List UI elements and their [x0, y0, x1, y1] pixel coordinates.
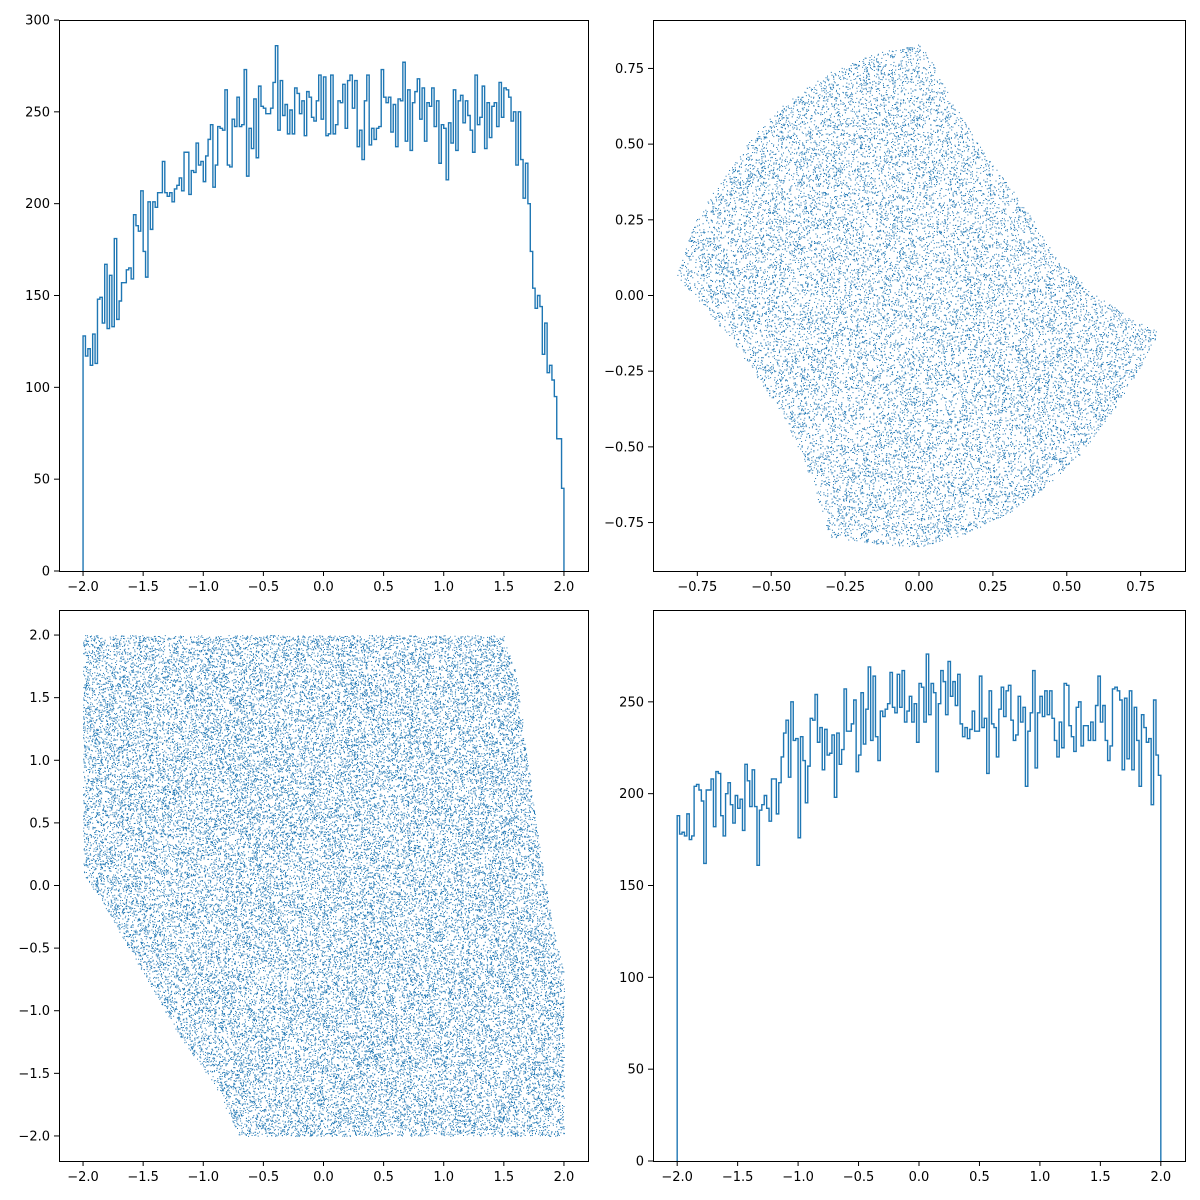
x-tick-label: 2.0 [1150, 1170, 1171, 1185]
x-tick-label: 1.5 [493, 580, 514, 595]
x-tick-label: 2.0 [554, 580, 575, 595]
x-tick-label: 2.0 [554, 1170, 575, 1185]
plot-area [676, 653, 1162, 1161]
y-tick-label: 0 [636, 1155, 644, 1170]
scatter-points [83, 635, 565, 1137]
y-tick-label: 250 [25, 105, 50, 120]
histogram-step-series [82, 45, 565, 571]
x-tick-label: 0.75 [1126, 580, 1155, 595]
x-tick-label: 0.5 [373, 1170, 394, 1185]
x-tick-label: −0.25 [825, 580, 865, 595]
y-tick-label: 2.0 [29, 629, 50, 644]
y-tick-label: 300 [25, 14, 50, 29]
y-tick-label: 0.75 [615, 62, 644, 77]
x-tick-label: −1.0 [187, 1170, 219, 1185]
y-tick-label: 0.5 [29, 816, 50, 831]
y-tick-label: −0.75 [604, 516, 644, 531]
x-tick-label: −0.5 [248, 1170, 280, 1185]
x-tick-label: 1.0 [433, 580, 454, 595]
x-tick-label: 1.0 [1030, 1170, 1051, 1185]
plot-area [83, 635, 565, 1137]
x-tick-label: −2.0 [661, 1170, 693, 1185]
y-tick-label: −1.5 [18, 1067, 50, 1082]
y-tick-label: 150 [25, 289, 50, 304]
y-tick-label: −2.0 [18, 1129, 50, 1144]
y-tick-label: 0.0 [29, 879, 50, 894]
x-tick-label: 0.5 [373, 580, 394, 595]
y-tick-label: −0.25 [604, 365, 644, 380]
x-tick-label: −0.50 [751, 580, 791, 595]
y-tick-label: 50 [627, 1063, 644, 1078]
y-tick-label: 200 [25, 197, 50, 212]
y-tick-label: 0.50 [615, 138, 644, 153]
x-tick-label: 1.5 [493, 1170, 514, 1185]
x-tick-label: 0.0 [313, 580, 334, 595]
x-tick-label: −2.0 [67, 1170, 99, 1185]
x-tick-label: −1.5 [127, 1170, 159, 1185]
plot-area [677, 44, 1157, 548]
x-tick-label: 1.0 [433, 1170, 454, 1185]
scatter-panel-top-right: −0.75 −0.50 −0.25 0.00 0.25 0.50 0.75 −0.75 −0.5… [604, 20, 1186, 595]
y-tick-label: 250 [619, 695, 644, 710]
x-tick-label: 0.5 [969, 1170, 990, 1185]
y-tick-label: 100 [619, 971, 644, 986]
y-tick-label: 0 [42, 565, 50, 580]
x-tick-label: 1.5 [1090, 1170, 1111, 1185]
histogram-panel-top-left: −2.0 −1.5 −1.0 −0.5 0.0 0.5 1.0 1.5 2.0 0 50 100 150… [25, 14, 589, 595]
y-tick-label: 1.0 [29, 754, 50, 769]
scatter-points [677, 44, 1157, 548]
x-tick-label: 0.25 [978, 580, 1007, 595]
x-tick-label: 0.00 [905, 580, 934, 595]
y-tick-label: 0.25 [615, 213, 644, 228]
x-tick-label: −1.0 [782, 1170, 814, 1185]
y-tick-label: 100 [25, 381, 50, 396]
histogram-panel-bottom-right: −2.0 −1.5 −1.0 −0.5 0.0 0.5 1.0 1.5 2.0 0 50 100 150… [619, 610, 1186, 1185]
x-tick-label: −1.5 [127, 580, 159, 595]
histogram-step-series [676, 653, 1162, 1161]
x-tick-label: 0.0 [909, 1170, 930, 1185]
x-tick-label: −1.5 [722, 1170, 754, 1185]
x-tick-label: −0.5 [843, 1170, 875, 1185]
x-tick-label: −2.0 [67, 580, 99, 595]
y-tick-label: −0.5 [18, 942, 50, 957]
y-tick-label: 50 [33, 473, 50, 488]
y-tick-label: 1.5 [29, 691, 50, 706]
x-tick-label: −0.5 [248, 580, 280, 595]
y-tick-label: −0.50 [604, 440, 644, 455]
y-tick-label: 0.00 [615, 289, 644, 304]
x-tick-label: −0.75 [677, 580, 717, 595]
x-tick-label: 0.0 [313, 1170, 334, 1185]
x-tick-label: −1.0 [187, 580, 219, 595]
scatter-panel-bottom-left: −2.0 −1.5 −1.0 −0.5 0.0 0.5 1.0 1.5 2.0 −2.0 −1.5 −… [18, 610, 589, 1185]
y-tick-label: 150 [619, 879, 644, 894]
y-tick-label: −1.0 [18, 1004, 50, 1019]
x-tick-label: 0.50 [1052, 580, 1081, 595]
y-tick-label: 200 [619, 787, 644, 802]
plot-area [82, 45, 565, 571]
